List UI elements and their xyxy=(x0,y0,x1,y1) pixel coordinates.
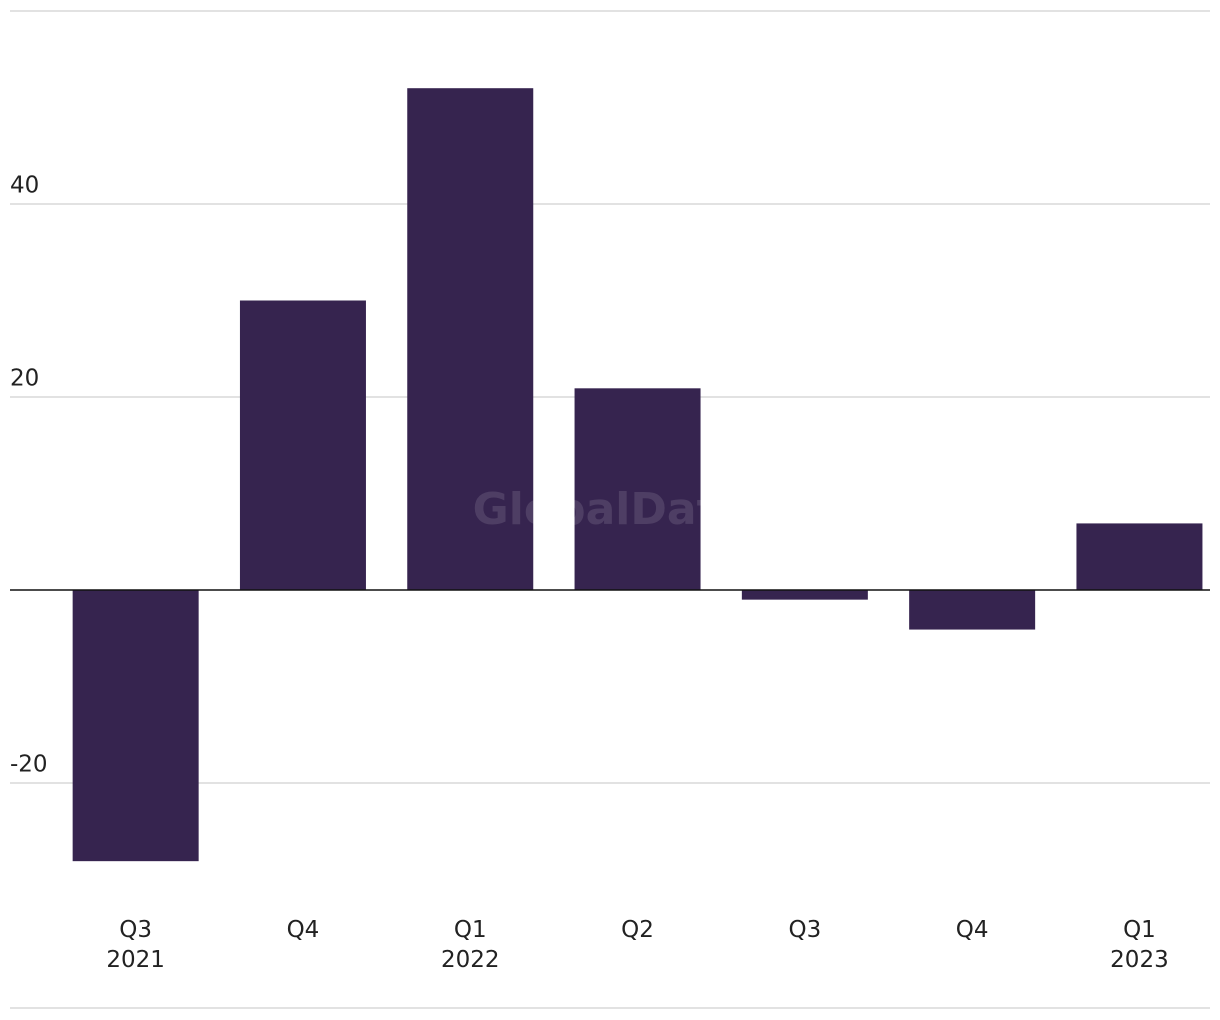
y-tick-label: 40 xyxy=(10,173,39,199)
x-tick-label: Q1 2023 xyxy=(1110,917,1169,973)
bar xyxy=(1076,523,1203,590)
x-tick-label: Q1 2022 xyxy=(441,917,500,973)
x-tick-label: Q3 xyxy=(788,917,821,943)
x-tick-label: Q4 xyxy=(287,917,320,943)
bar xyxy=(909,590,1036,630)
y-tick-label: -20 xyxy=(10,752,48,778)
bar xyxy=(574,388,701,590)
bar xyxy=(239,300,366,590)
x-tick-label: Q4 xyxy=(956,917,989,943)
watermark: GlobalData xyxy=(473,484,748,535)
bar xyxy=(72,590,199,862)
x-tick-label: Q2 xyxy=(621,917,654,943)
bar xyxy=(741,590,868,600)
y-tick-label: 20 xyxy=(10,366,39,392)
bar xyxy=(407,88,534,590)
x-tick-label: Q3 2021 xyxy=(106,917,165,973)
